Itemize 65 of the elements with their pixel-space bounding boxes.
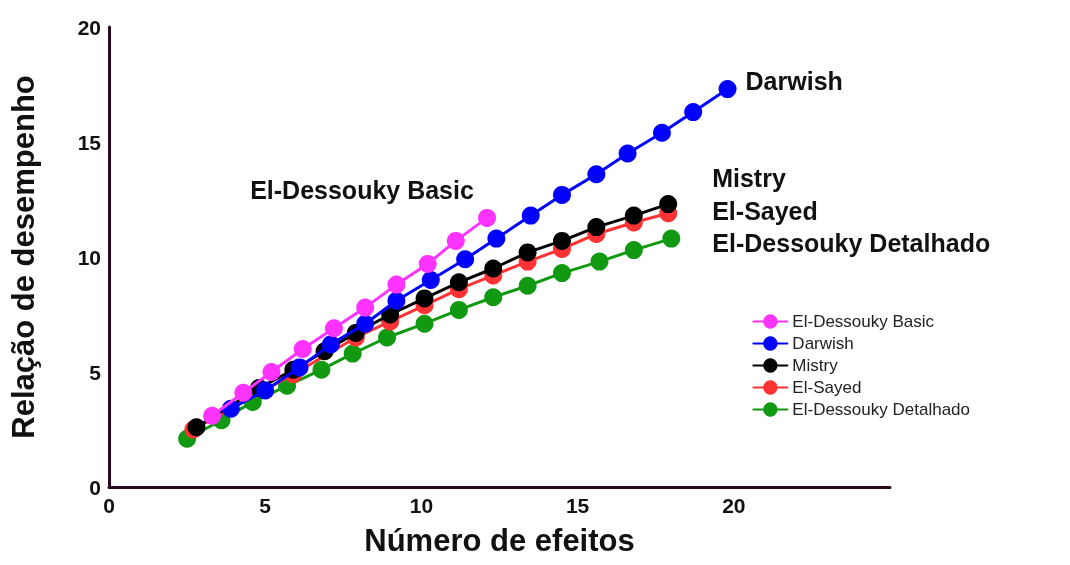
point <box>652 123 671 142</box>
x-tick-label: 5 <box>259 494 272 517</box>
point <box>521 206 540 225</box>
point <box>290 358 309 377</box>
point <box>587 165 606 184</box>
y-tick-label: 0 <box>89 475 101 499</box>
point <box>203 406 222 425</box>
legend-label: El-Dessouky Basic <box>792 312 935 331</box>
point <box>293 340 312 358</box>
text: Darwish <box>745 67 843 96</box>
point <box>518 243 537 262</box>
point <box>321 335 340 354</box>
point <box>415 289 434 308</box>
point <box>387 275 406 294</box>
point <box>456 250 475 269</box>
point <box>312 360 331 379</box>
text: El-Dessouky Detalhado <box>712 228 991 257</box>
text: El-Sayed <box>712 197 818 226</box>
point <box>618 144 637 163</box>
point <box>659 195 678 214</box>
point <box>553 185 571 204</box>
point <box>256 381 275 400</box>
point <box>484 288 503 307</box>
point <box>624 241 643 260</box>
y-tick-label: 10 <box>77 245 101 269</box>
point <box>449 300 468 319</box>
point <box>234 383 253 402</box>
legend-label: El-Sayed <box>792 378 862 397</box>
point <box>418 254 437 273</box>
x-tick-label: 10 <box>409 494 434 517</box>
legend-label: Mistry <box>792 356 839 375</box>
legend-label: Darwish <box>792 334 854 353</box>
y-tick-label: 5 <box>89 360 102 384</box>
point <box>587 218 606 237</box>
point <box>356 298 375 317</box>
point <box>518 276 537 295</box>
point <box>478 208 496 227</box>
point <box>262 363 281 381</box>
point <box>449 273 468 292</box>
y-axis-title: Relação de desempenho <box>6 75 41 439</box>
point <box>421 271 440 289</box>
point <box>624 206 643 225</box>
point <box>684 103 703 122</box>
point <box>387 291 406 310</box>
point <box>324 319 343 338</box>
x-tick-label: 15 <box>565 494 590 517</box>
legend-label: El-Dessouky Detalhado <box>792 400 971 419</box>
point <box>487 229 506 248</box>
text: El-Dessouky Basic <box>250 175 474 204</box>
text: Mistry <box>712 164 786 193</box>
point <box>356 314 375 333</box>
point <box>662 229 681 248</box>
point <box>415 314 434 333</box>
point <box>718 80 737 99</box>
point <box>343 344 362 363</box>
point <box>553 231 571 250</box>
x-axis-title: Número de efeitos <box>364 523 635 558</box>
y-tick-label: 20 <box>77 15 101 39</box>
point <box>378 328 397 347</box>
y-tick-label: 15 <box>77 130 102 154</box>
point <box>590 252 609 271</box>
point <box>553 264 571 283</box>
point <box>484 259 503 278</box>
point <box>446 231 465 250</box>
x-tick-label: 20 <box>722 494 746 517</box>
